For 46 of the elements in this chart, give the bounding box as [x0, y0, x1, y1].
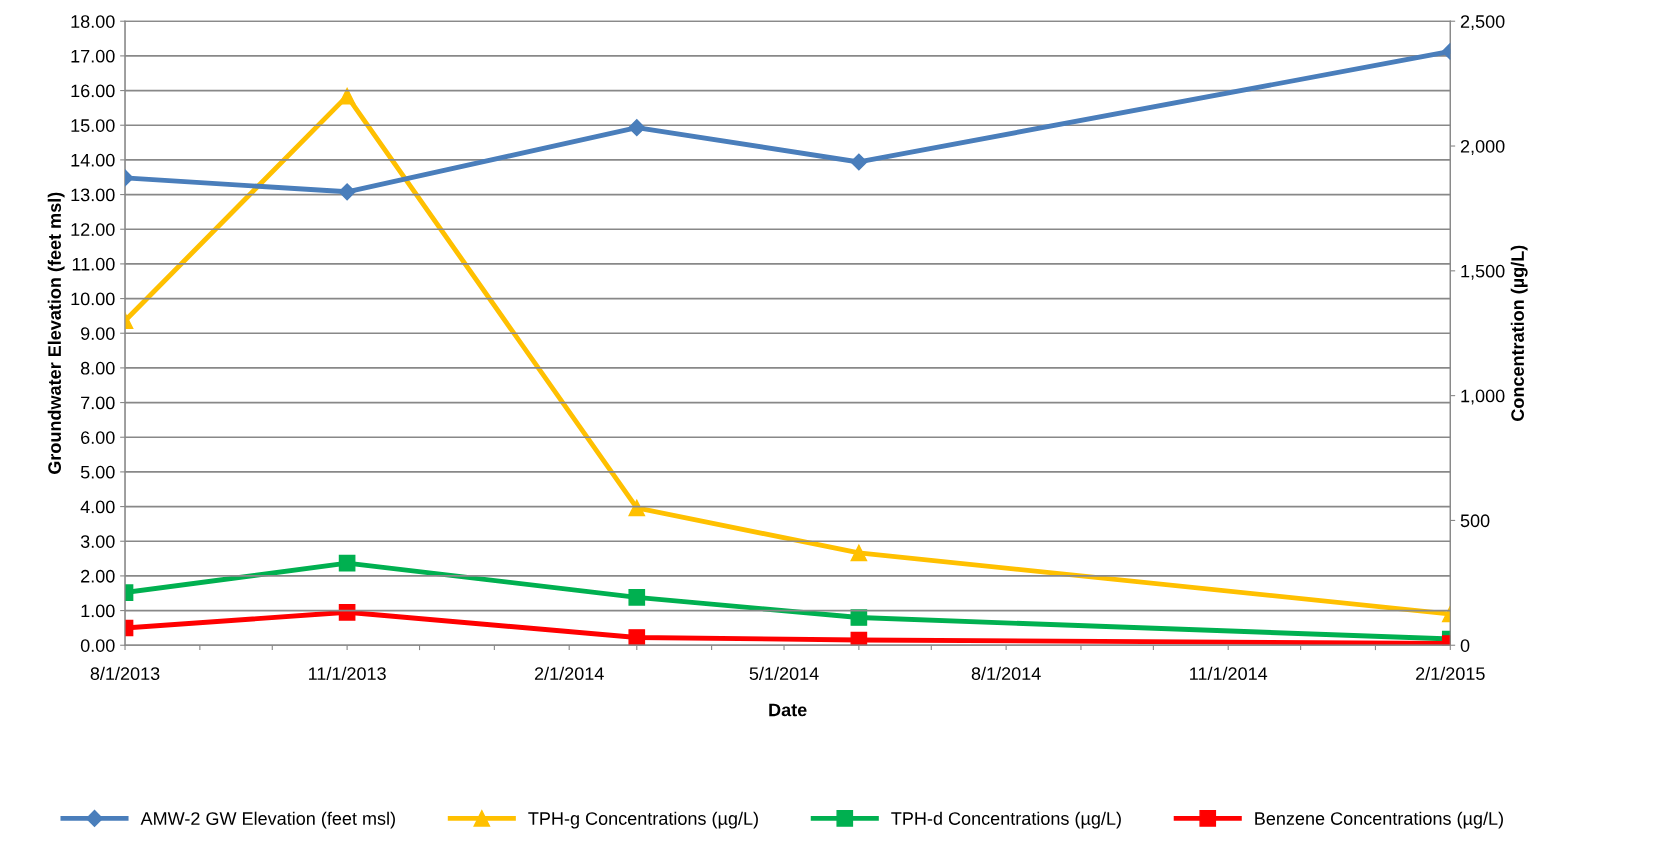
y-tick-label: 18.00: [71, 15, 115, 28]
x-tick-label: 11/1/2013: [308, 666, 386, 681]
x-axis-title: Date: [769, 703, 807, 717]
y-tick-label: 3.00: [80, 535, 115, 548]
y-axis-title: Groundwater Elevation (feet msl): [47, 192, 65, 474]
legend-label: TPH-d Concentrations (µg/L): [891, 811, 1121, 829]
y-tick-label: 16.00: [71, 84, 115, 98]
y-tick-label: 5.00: [80, 465, 115, 479]
point: [850, 609, 868, 626]
x-tick-label: 5/1/2014: [749, 666, 819, 681]
y-tick-label: 0.00: [80, 639, 115, 652]
point: [628, 499, 646, 517]
point: [628, 119, 646, 137]
y2-tick-label: 1,500: [1461, 264, 1505, 280]
y2-tick-label: 2,000: [1460, 139, 1505, 155]
x-tick-label: 8/1/2014: [971, 666, 1041, 681]
y-tick-label: 1.00: [81, 604, 115, 618]
legend-label: TPH-g Concentrations (µg/L): [528, 811, 758, 829]
y-tick-label: 10.00: [71, 292, 115, 306]
y-tick-label: 14.00: [71, 153, 115, 167]
legend-label: Benzene Concentrations (µg/L): [1255, 811, 1503, 829]
y2-tick-label: 1,000: [1461, 389, 1505, 405]
y2-tick-label: 0: [1460, 639, 1470, 652]
y2-tick-label: 500: [1460, 514, 1490, 528]
y-tick-label: 8.00: [80, 361, 115, 375]
y-tick-label: 9.00: [81, 327, 115, 340]
y-tick-label: 2.00: [81, 569, 115, 583]
y-tick-label: 15.00: [71, 119, 115, 132]
point: [850, 544, 868, 562]
x-tick-label: 11/1/2014: [1190, 666, 1268, 681]
y-tick-label: 7.00: [81, 396, 115, 410]
x-tick-label: 8/1/2013: [90, 666, 160, 681]
legend-label: AMW-2 GW Elevation (feet msl): [140, 811, 395, 829]
point: [850, 153, 868, 171]
point: [628, 588, 646, 606]
y-tick-label: 6.00: [81, 431, 115, 444]
y-tick-label: 13.00: [71, 188, 115, 202]
y2-tick-label: 2,500: [1460, 15, 1505, 31]
x-tick-label: 2/1/2015: [1416, 666, 1485, 681]
y-tick-label: 12.00: [71, 223, 115, 236]
y-tick-label: 17.00: [71, 49, 115, 63]
point: [628, 629, 646, 646]
y2-axis-title: Concentration (µg/L): [1510, 245, 1528, 421]
y-tick-label: 11.00: [72, 257, 115, 271]
x-tick-label: 2/1/2014: [534, 666, 604, 681]
y-tick-label: 4.00: [80, 500, 115, 514]
